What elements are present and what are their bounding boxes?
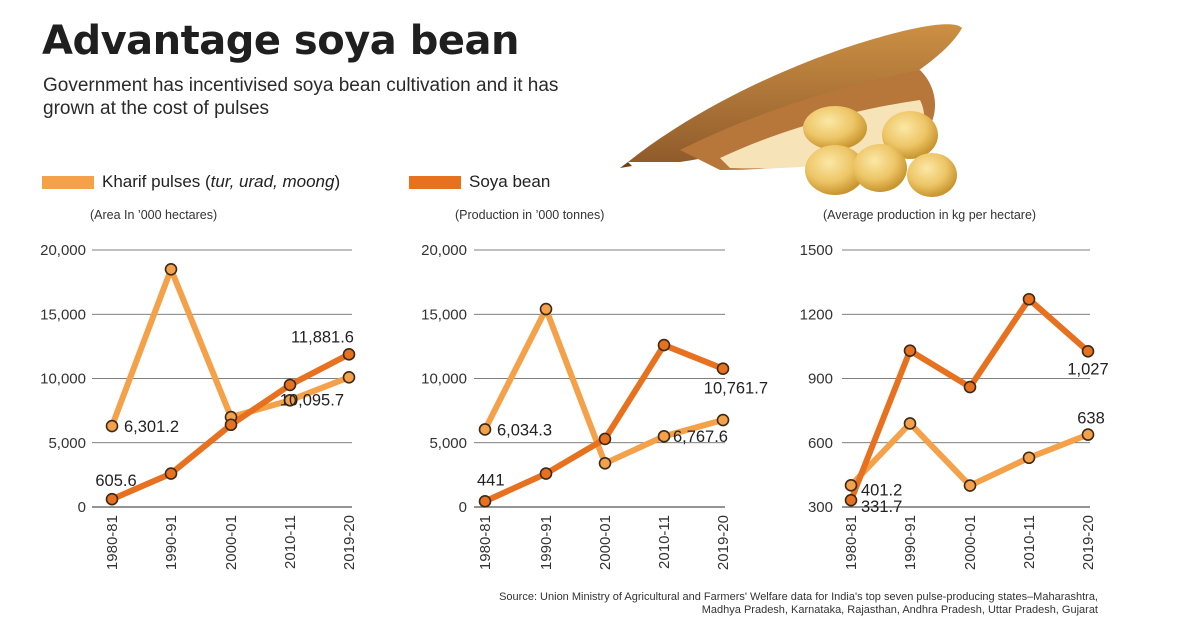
legend-label-pulses-close: )	[334, 172, 341, 191]
y-tick-label: 20,000	[421, 242, 467, 259]
data-label: 441	[477, 471, 505, 489]
data-point-soya	[105, 492, 119, 506]
legend-swatch-pulses	[42, 175, 94, 189]
data-point-soya	[903, 344, 917, 357]
legend-label-pulses: Kharif pulses (	[102, 172, 211, 191]
data-point-pulses	[657, 430, 671, 443]
subtitle: Government has incentivised soya bean cu…	[43, 75, 559, 119]
data-point-soya	[1022, 292, 1036, 306]
data-label: 10,761.7	[704, 380, 768, 398]
data-point-pulses	[164, 262, 178, 276]
x-tick-label: 1980-81	[843, 515, 860, 570]
unit-label-area: (Area In ’000 hectares)	[90, 208, 218, 222]
data-point-pulses	[342, 370, 356, 384]
data-point-soya	[716, 362, 730, 376]
data-point-pulses	[539, 302, 553, 316]
data-label: 638	[1077, 410, 1105, 428]
y-tick-label: 300	[808, 499, 833, 516]
data-point-pulses	[598, 457, 612, 470]
bean	[803, 106, 867, 150]
data-label: 6,034.3	[497, 421, 552, 439]
data-point-soya	[1081, 345, 1095, 358]
x-tick-label: 2019-20	[1080, 515, 1097, 570]
y-tick-label: 5,000	[48, 435, 86, 452]
y-tick-label: 1200	[800, 306, 833, 323]
data-label: 10,095.7	[280, 391, 344, 409]
y-tick-label: 1500	[800, 242, 833, 259]
y-tick-label: 0	[78, 499, 86, 516]
data-point-soya	[657, 338, 671, 352]
x-tick-label: 2010-11	[656, 515, 673, 569]
data-point-soya	[598, 432, 612, 446]
bean	[853, 144, 907, 192]
source-line-1: Source: Union Ministry of Agricultural a…	[499, 591, 1098, 603]
data-point-pulses	[716, 413, 730, 427]
unit-label-production: (Production in ’000 tonnes)	[455, 208, 605, 222]
x-tick-label: 2010-11	[1021, 515, 1038, 569]
bean	[907, 153, 957, 197]
data-point-soya	[478, 495, 492, 508]
y-tick-label: 0	[459, 499, 467, 516]
data-label: 605.6	[95, 472, 136, 490]
x-tick-label: 1980-81	[104, 515, 121, 570]
x-tick-label: 2000-01	[962, 515, 979, 570]
x-tick-label: 1980-81	[477, 515, 494, 570]
data-point-pulses	[844, 479, 858, 492]
data-point-soya	[283, 378, 297, 392]
bean	[805, 145, 865, 195]
data-point-pulses	[1081, 428, 1095, 441]
x-tick-label: 2019-20	[715, 515, 732, 570]
unit-label-yield: (Average production in kg per hectare)	[823, 208, 1037, 222]
y-tick-label: 10,000	[421, 371, 467, 388]
data-label: 1,027	[1067, 360, 1108, 378]
source-line-2: Madhya Pradesh, Karnataka, Rajasthan, An…	[701, 604, 1098, 616]
data-label: 401.2	[861, 481, 902, 499]
y-tick-label: 20,000	[40, 242, 86, 259]
data-point-pulses	[478, 423, 492, 436]
data-point-pulses	[105, 419, 119, 433]
y-tick-label: 15,000	[421, 306, 467, 323]
legend-pulses: Kharif pulses (tur, urad, moong)	[42, 172, 340, 192]
data-label: 11,881.6	[291, 328, 354, 346]
x-tick-label: 2000-01	[597, 515, 614, 570]
x-tick-label: 2019-20	[341, 515, 358, 570]
source-note: Source: Union Ministry of Agricultural a…	[499, 591, 1098, 617]
y-tick-label: 15,000	[40, 306, 86, 323]
data-point-soya	[539, 467, 553, 480]
x-tick-label: 2000-01	[223, 515, 240, 570]
x-tick-label: 2010-11	[282, 515, 299, 569]
data-point-pulses	[903, 417, 917, 430]
data-point-soya	[164, 467, 178, 480]
y-tick-label: 10,000	[40, 371, 86, 388]
y-tick-label: 900	[808, 371, 833, 388]
data-point-pulses	[1022, 451, 1036, 465]
series-line-soya	[848, 296, 1091, 504]
y-tick-label: 5,000	[429, 435, 467, 452]
series-line-pulses	[848, 420, 1091, 489]
data-label: 6,767.6	[673, 428, 728, 446]
legend-label-pulses-italic: tur, urad, moong	[210, 172, 335, 191]
legend-soya: Soya bean	[409, 172, 550, 192]
bean	[882, 111, 938, 159]
legend-swatch-soya	[409, 175, 461, 189]
data-point-pulses	[283, 394, 297, 407]
data-label: 6,301.2	[124, 418, 179, 436]
soya-pod-image	[620, 24, 962, 197]
y-tick-label: 600	[808, 435, 833, 452]
data-point-soya	[963, 380, 977, 394]
data-point-soya	[224, 418, 238, 432]
legend-label-soya: Soya bean	[469, 172, 551, 191]
x-tick-label: 1990-91	[902, 515, 919, 570]
x-tick-label: 1990-91	[163, 515, 180, 570]
data-label: 331.7	[861, 498, 902, 516]
data-point-soya	[342, 348, 356, 361]
data-point-pulses	[963, 479, 977, 492]
data-point-soya	[844, 493, 858, 507]
x-tick-label: 1990-91	[538, 515, 555, 570]
page-title: Advantage soya bean	[42, 18, 519, 64]
